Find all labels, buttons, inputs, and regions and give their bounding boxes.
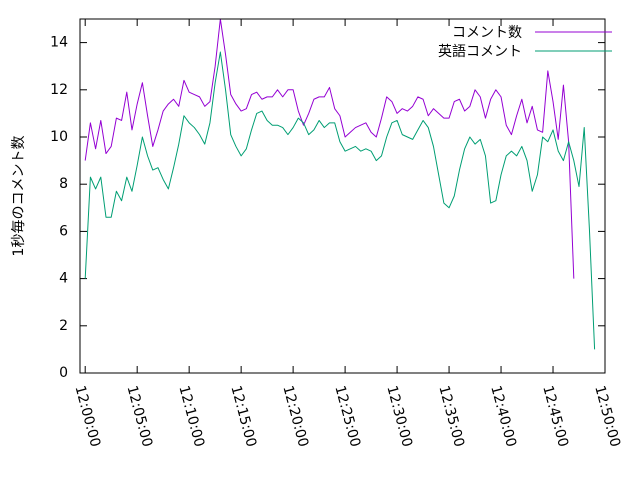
y-tick-label: 2 (59, 318, 68, 334)
y-tick-label: 8 (59, 176, 68, 192)
y-tick-label: 12 (50, 82, 68, 98)
x-tick-label: 12:35:00 (435, 384, 467, 449)
x-tick-label: 12:20:00 (279, 384, 311, 449)
legend: コメント数 英語コメント (438, 25, 612, 60)
x-tick-label: 12:15:00 (227, 384, 259, 449)
x-tick-label: 12:05:00 (123, 384, 155, 449)
x-tick-label: 12:45:00 (539, 384, 571, 449)
axis-ticks: 0 2 4 6 8 10 12 14 12:00:00 12:05:00 12:10:00 12:15… (50, 19, 623, 449)
series-line-0 (84, 18, 575, 279)
x-tick-label: 12:25:00 (331, 384, 363, 449)
y-axis-label: 1秒毎のコメント数 (11, 136, 27, 257)
series-line-1 (84, 51, 596, 350)
y-tick-label: 0 (59, 365, 68, 381)
x-tick-label: 12:10:00 (175, 384, 207, 449)
legend-label-english-comment: 英語コメント (438, 43, 522, 60)
x-tick-label: 12:40:00 (487, 384, 519, 449)
x-tick-label: 12:50:00 (591, 384, 623, 449)
series-lines (84, 18, 596, 350)
y-tick-label: 10 (50, 129, 68, 145)
x-tick-label: 12:30:00 (383, 384, 415, 449)
y-tick-label: 14 (50, 35, 68, 51)
plot-frame (79, 18, 606, 374)
y-tick-label: 6 (59, 223, 68, 239)
x-tick-label: 12:00:00 (71, 384, 103, 449)
legend-label-comment-count: コメント数 (452, 25, 522, 41)
y-tick-label: 4 (59, 271, 68, 287)
